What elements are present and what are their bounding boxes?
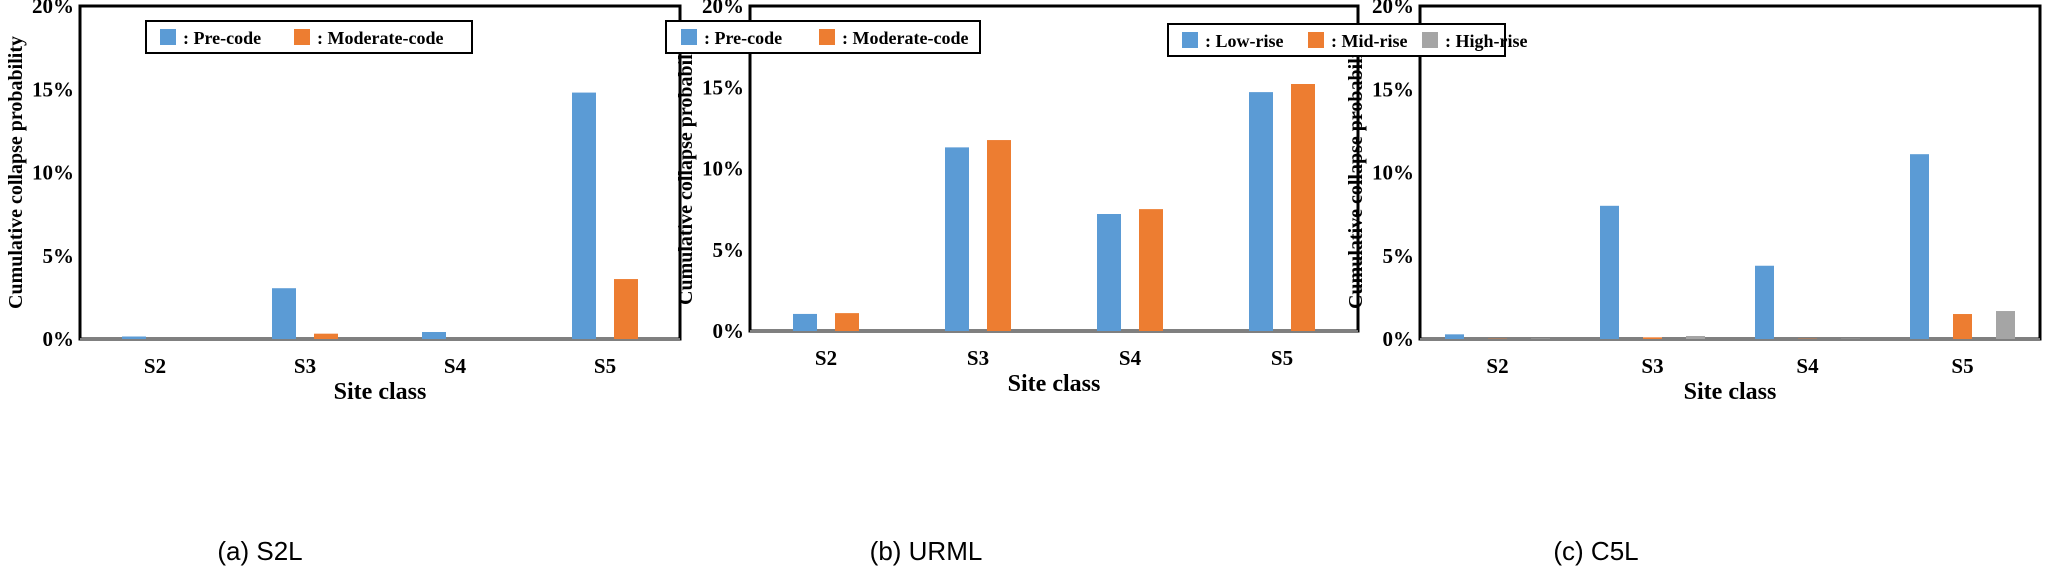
bar-s3-series-3: [1686, 336, 1705, 339]
panel-caption: (b) URML: [870, 536, 983, 566]
bar-s4-series-2: [1139, 209, 1163, 331]
legend-entry-label: : Pre-code: [704, 28, 782, 48]
bar-s4-series-1: [1755, 266, 1774, 339]
bar-s3-series-1: [945, 147, 969, 331]
legend-swatch: [1422, 32, 1438, 48]
bar-s3-series-1: [1600, 206, 1619, 339]
x-axis-label: Site class: [1008, 371, 1101, 397]
legend-entry-label: : Mid-rise: [1331, 31, 1407, 51]
legend-entry-label: : Moderate-code: [317, 28, 443, 48]
bar-s4-series-1: [422, 332, 446, 339]
y-tick-label: 10%: [32, 161, 74, 185]
bar-s5-series-1: [1249, 92, 1273, 331]
bar-s2-series-1: [122, 337, 146, 339]
chart-panel-1: 0% 5% 10% 15% 20% S2 S3 S4 S5 Site class Cumulativ…: [5, 0, 680, 566]
y-tick-label: 0%: [1383, 327, 1415, 351]
bar-s2-series-2: [835, 313, 859, 331]
y-axis-label: Cumulative collapse probability: [1345, 36, 1367, 309]
x-tick-label: S5: [1951, 354, 1973, 378]
bar-s5-series-3: [1996, 311, 2015, 339]
bar-s5-series-1: [572, 93, 596, 339]
bar-s5-series-2: [614, 279, 638, 339]
bar-s5-series-2: [1291, 84, 1315, 331]
y-tick-label: 15%: [32, 77, 74, 101]
y-axis-label: Cumulative collapse probability: [5, 36, 27, 309]
legend: : Pre-code : Moderate-code: [146, 21, 472, 53]
y-tick-label: 15%: [702, 75, 744, 99]
x-tick-label: S2: [144, 354, 166, 378]
y-tick-label: 5%: [1383, 244, 1415, 268]
x-tick-label: S2: [1486, 354, 1508, 378]
legend: : Pre-code : Moderate-code: [666, 21, 980, 53]
legend-swatch: [1182, 32, 1198, 48]
y-tick-label: 5%: [713, 238, 745, 262]
bar-s3-series-2: [314, 334, 338, 339]
y-tick-label: 10%: [1372, 161, 1414, 185]
x-axis-label: Site class: [1684, 379, 1777, 405]
y-tick-label: 20%: [1372, 0, 1414, 18]
x-tick-label: S5: [594, 354, 616, 378]
bar-s4-series-1: [1097, 214, 1121, 331]
x-axis-label: Site class: [334, 379, 427, 405]
bar-s3-series-1: [272, 288, 296, 339]
legend-swatch: [294, 29, 310, 45]
x-tick-label: S4: [444, 354, 467, 378]
bar-s3-series-2: [1643, 337, 1662, 339]
bar-s5-series-1: [1910, 154, 1929, 339]
bar-s2-series-1: [793, 314, 817, 331]
x-tick-label: S3: [294, 354, 316, 378]
y-tick-label: 10%: [702, 157, 744, 181]
bar-s2-series-1: [1445, 334, 1464, 339]
x-tick-label: S3: [1641, 354, 1663, 378]
legend-entry-label: : Moderate-code: [842, 28, 968, 48]
y-tick-label: 0%: [43, 327, 75, 351]
bar-s5-series-2: [1953, 314, 1972, 339]
panel-caption: (a) S2L: [217, 536, 302, 566]
y-tick-label: 0%: [713, 319, 745, 343]
legend-entry-label: : High-rise: [1445, 31, 1528, 51]
x-tick-label: S5: [1271, 346, 1293, 370]
x-tick-label: S3: [967, 346, 989, 370]
legend-entry-label: : Pre-code: [183, 28, 261, 48]
x-tick-label: S2: [815, 346, 837, 370]
chart-panel-2: 0% 5% 10% 15% 20% S2 S3 S4 S5 Site class Cumulativ…: [666, 0, 1358, 566]
legend-swatch: [819, 29, 835, 45]
x-tick-label: S4: [1796, 354, 1819, 378]
legend-swatch: [160, 29, 176, 45]
y-tick-label: 20%: [702, 0, 744, 18]
legend-swatch: [1308, 32, 1324, 48]
y-tick-label: 5%: [43, 244, 75, 268]
y-tick-label: 15%: [1372, 77, 1414, 101]
legend-entry-label: : Low-rise: [1205, 31, 1283, 51]
x-tick-label: S4: [1119, 346, 1142, 370]
legend-swatch: [681, 29, 697, 45]
y-axis-label: Cumulative collapse probability: [675, 32, 697, 305]
legend: : Low-rise : Mid-rise : High-rise: [1168, 24, 1528, 56]
plot-frame: [1420, 6, 2040, 339]
panel-caption: (c) C5L: [1553, 536, 1638, 566]
y-tick-label: 20%: [32, 0, 74, 18]
bar-s3-series-2: [987, 140, 1011, 331]
